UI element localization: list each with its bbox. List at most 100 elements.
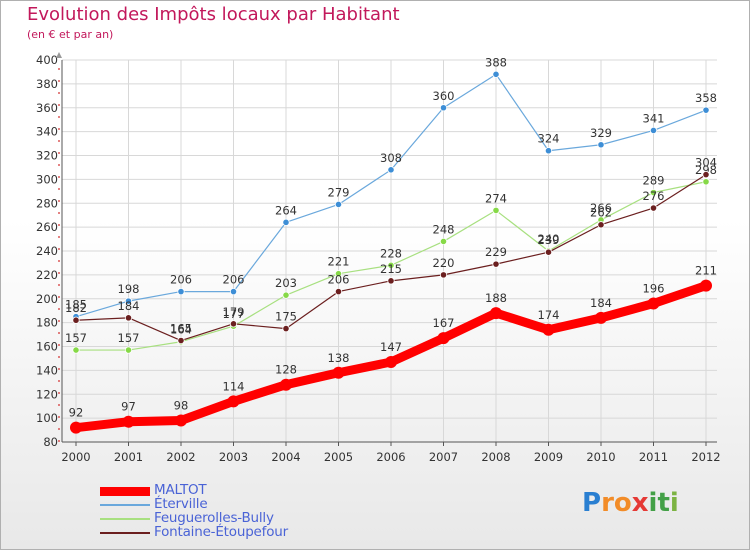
data-label-fontaine-etoupefour: 179: [223, 305, 245, 319]
data-label-fontaine-etoupefour: 165: [170, 322, 192, 336]
x-tick-label: 2010: [586, 450, 615, 464]
data-point-maltot: [70, 421, 82, 434]
data-label-feuguerolles-bully: 203: [275, 276, 297, 290]
data-label-fontaine-etoupefour: 206: [328, 273, 350, 287]
data-point-eterville: [229, 287, 238, 296]
data-label-feuguerolles-bully: 157: [118, 331, 140, 345]
data-label-feuguerolles-bully: 177: [223, 307, 245, 321]
data-point-fontaine-etoupefour: [702, 171, 710, 179]
data-label-fontaine-etoupefour: 184: [118, 299, 140, 313]
data-point-fontaine-etoupefour: [177, 336, 185, 345]
y-tick-label: 80: [43, 435, 58, 449]
y-tick-label: 280: [36, 196, 58, 210]
data-point-feuguerolles-bully: [334, 270, 343, 278]
data-point-maltot: [385, 356, 397, 369]
legend-item: Feuguerolles-Bully: [100, 510, 340, 526]
x-tick-label: 2009: [534, 450, 563, 464]
data-label-eterville: 264: [275, 203, 297, 217]
data-point-maltot: [122, 415, 135, 428]
y-tick-label: 380: [36, 77, 58, 91]
legend: MALTOT Éterville Feuguerolles-Bully Fontain…: [100, 482, 340, 540]
data-label-eterville: 185: [65, 298, 87, 312]
data-point-feuguerolles-bully: [124, 346, 133, 354]
data-point-maltot: [227, 395, 240, 408]
data-point-maltot: [595, 311, 607, 324]
y-tick-label: 260: [36, 220, 58, 234]
y-tick-label: 220: [36, 268, 58, 282]
data-point-feuguerolles-bully: [439, 237, 448, 246]
data-label-feuguerolles-bully: 164: [170, 323, 192, 337]
data-label-eterville: 324: [538, 132, 560, 146]
data-point-maltot: [647, 297, 660, 310]
data-label-eterville: 329: [590, 126, 612, 140]
data-point-feuguerolles-bully: [492, 206, 500, 215]
data-point-feuguerolles-bully: [649, 188, 658, 197]
data-label-eterville: 360: [433, 89, 455, 103]
data-point-maltot: [175, 414, 187, 427]
data-point-maltot: [542, 323, 555, 336]
data-label-maltot: 174: [538, 308, 560, 322]
data-label-feuguerolles-bully: 266: [590, 201, 612, 215]
data-label-eterville: 388: [485, 55, 507, 69]
legend-label: MALTOT: [154, 482, 207, 498]
y-tick-label: 320: [36, 149, 58, 163]
chart-subtitle: (en € et par an): [27, 28, 114, 41]
y-tick-label: 160: [36, 340, 58, 354]
data-label-maltot: 167: [433, 316, 455, 330]
data-point-eterville: [387, 166, 395, 174]
data-label-eterville: 198: [118, 282, 140, 296]
data-label-fontaine-etoupefour: 220: [433, 256, 455, 270]
data-point-fontaine-etoupefour: [334, 287, 343, 296]
data-point-fontaine-etoupefour: [649, 204, 658, 212]
data-label-eterville: 358: [695, 91, 717, 105]
x-tick-label: 2008: [481, 450, 510, 464]
x-tick-label: 2011: [639, 450, 668, 464]
data-point-eterville: [649, 126, 658, 135]
data-point-fontaine-etoupefour: [597, 221, 605, 229]
data-point-fontaine-etoupefour: [72, 316, 80, 324]
data-point-feuguerolles-bully: [387, 261, 395, 269]
chart-title: Evolution des Impôts locaux par Habitant: [27, 4, 400, 25]
data-point-feuguerolles-bully: [702, 178, 710, 186]
data-point-eterville: [282, 218, 290, 226]
data-point-maltot: [332, 366, 345, 379]
legend-label: Feuguerolles-Bully: [154, 510, 274, 526]
data-label-feuguerolles-bully: 240: [538, 232, 560, 246]
data-label-feuguerolles-bully: 228: [380, 246, 402, 260]
data-point-maltot: [437, 332, 450, 345]
legend-item: MALTOT: [100, 482, 340, 498]
logo-letter: i: [648, 488, 658, 518]
data-point-eterville: [702, 106, 710, 114]
data-label-maltot: 196: [643, 282, 665, 296]
x-tick-label: 2003: [219, 450, 248, 464]
data-label-fontaine-etoupefour: 215: [380, 262, 402, 276]
legend-item: Éterville: [100, 496, 340, 512]
legend-swatch: [100, 532, 150, 534]
data-label-maltot: 98: [174, 399, 189, 413]
y-axis-arrow: [56, 52, 62, 58]
x-tick-label: 2002: [166, 450, 195, 464]
data-label-fontaine-etoupefour: 182: [65, 301, 87, 315]
legend-item: Fontaine-Étoupefour: [100, 524, 340, 540]
data-point-fontaine-etoupefour: [229, 320, 238, 328]
data-label-eterville: 308: [380, 151, 402, 165]
x-tick-label: 2005: [324, 450, 353, 464]
data-point-maltot: [700, 279, 712, 292]
x-tick-label: 2012: [691, 450, 720, 464]
logo-letter: t: [657, 488, 670, 518]
y-tick-label: 240: [36, 244, 58, 258]
data-label-maltot: 138: [328, 351, 350, 365]
y-tick-label: 340: [36, 125, 58, 139]
data-point-maltot: [280, 378, 292, 391]
legend-label: Fontaine-Étoupefour: [154, 524, 288, 540]
legend-swatch: [100, 518, 150, 520]
data-point-eterville: [334, 200, 343, 209]
logo-letter: P: [582, 488, 602, 518]
logo-letter: o: [613, 488, 632, 518]
data-label-feuguerolles-bully: 248: [433, 222, 455, 236]
data-label-fontaine-etoupefour: 262: [590, 206, 612, 220]
legend-swatch: [100, 504, 150, 506]
x-tick-label: 2006: [376, 450, 405, 464]
y-tick-label: 400: [36, 53, 58, 67]
